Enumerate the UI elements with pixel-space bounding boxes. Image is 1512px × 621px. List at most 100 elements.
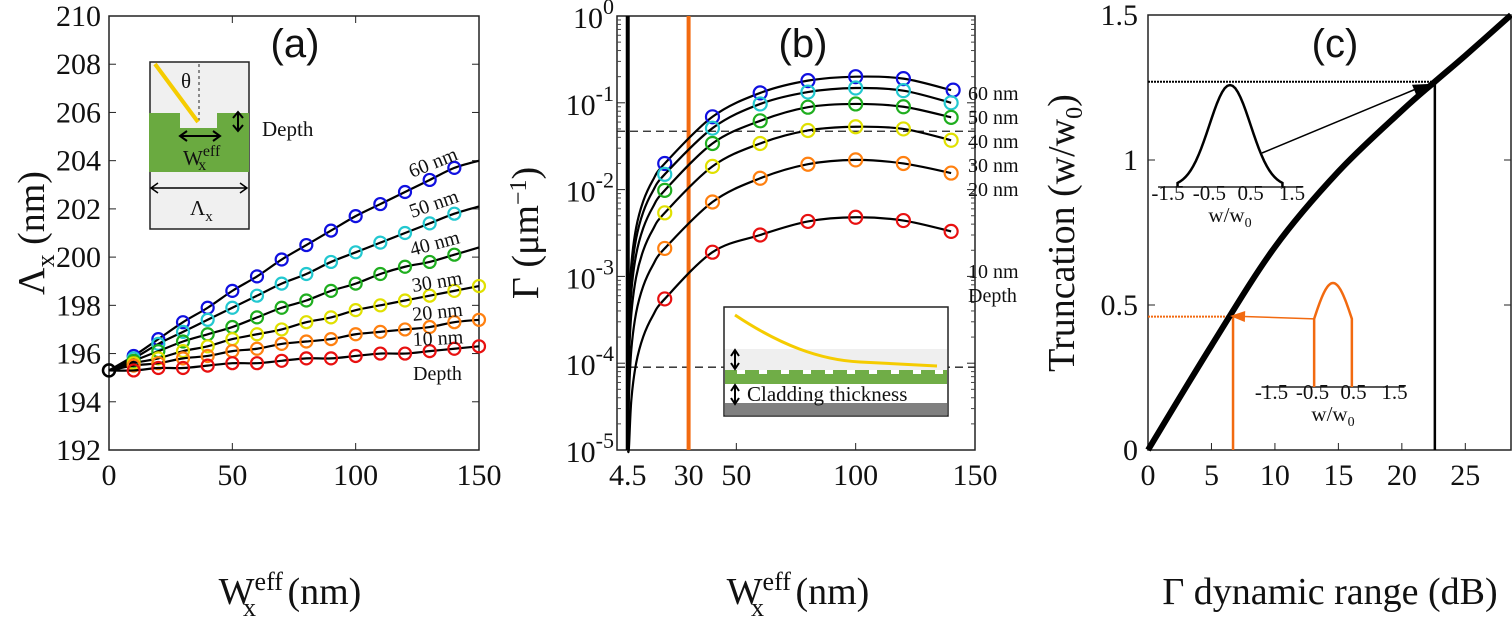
data-point	[422, 216, 437, 231]
inset-axis-label: w/w0	[1208, 203, 1251, 231]
data-point	[175, 334, 191, 349]
data-point	[373, 324, 388, 339]
pointer-arrow-line	[1243, 315, 1315, 320]
cladding-arrow-icon	[730, 383, 740, 406]
depth-caption: Depth	[413, 363, 462, 385]
data-point	[348, 209, 363, 224]
data-point	[175, 360, 191, 376]
cladding-thickness-label: Cladding thickness	[747, 382, 907, 406]
text-part: Γ (μm	[505, 205, 547, 299]
data-point	[657, 240, 673, 257]
data-point	[397, 322, 413, 337]
data-point	[848, 152, 864, 168]
y-tick-label: 200	[56, 241, 101, 274]
data-point	[752, 85, 768, 101]
y-tick-label: 194	[56, 386, 101, 419]
data-point	[704, 244, 721, 260]
data-point	[323, 331, 339, 347]
data-point	[274, 322, 289, 337]
text-part: )	[1041, 94, 1083, 107]
text-part: (nm)	[786, 571, 869, 613]
data-point	[943, 95, 959, 111]
text-part: 0	[1245, 216, 1252, 231]
data-point	[848, 96, 864, 112]
text-part: 10	[566, 176, 596, 209]
data-point	[943, 165, 959, 181]
text-part: Λ	[11, 267, 53, 295]
data-point	[422, 319, 437, 335]
data-point	[200, 358, 215, 373]
grating-tooth	[149, 113, 249, 172]
depth-caption: Depth	[968, 285, 1017, 307]
text-part: x	[31, 254, 60, 267]
panel-label: (b)	[779, 22, 828, 66]
data-point	[943, 132, 959, 148]
text-part: )	[505, 167, 547, 180]
y-tick-label: 202	[56, 193, 101, 226]
data-point	[422, 344, 437, 359]
inset-tick-label: 0.5	[1340, 380, 1366, 404]
data-point	[752, 170, 768, 186]
inset-tick-label: 0.5	[1238, 181, 1264, 205]
text-part: 10	[566, 262, 596, 295]
text-part: Truncation (w/w	[1041, 118, 1083, 372]
data-point	[397, 293, 413, 308]
text-part: 10	[573, 2, 603, 35]
text-part: eff	[255, 567, 284, 596]
x-axis-label: Weff x (nm)	[219, 567, 362, 621]
width-arrow-icon	[178, 130, 222, 142]
series-label: 40 nm	[968, 131, 1019, 153]
arrowhead-icon	[1412, 84, 1428, 95]
data-point	[800, 122, 816, 139]
text-part: x	[751, 593, 764, 621]
data-point	[447, 283, 462, 298]
grating-layer	[725, 370, 947, 384]
panel-label: (a)	[271, 22, 320, 66]
data-point	[299, 315, 314, 330]
data-point	[225, 356, 240, 371]
pointer-arrow-line	[1261, 88, 1416, 154]
data-point	[200, 312, 215, 327]
origin-point	[101, 363, 117, 378]
text-part: W	[183, 146, 203, 170]
x-tick-label: 0	[1141, 459, 1156, 492]
data-point	[422, 172, 437, 188]
data-point	[943, 223, 959, 239]
x-tick-label: 50	[721, 459, 751, 492]
fit-curve	[626, 102, 952, 410]
data-point	[447, 315, 462, 330]
fit-curve	[626, 125, 952, 432]
data-point	[274, 252, 289, 267]
data-point	[348, 245, 363, 260]
data-point	[299, 293, 314, 308]
y-tick-label: 100	[573, 0, 614, 35]
x-tick-label: 100	[333, 459, 378, 492]
beam-profile-curve	[1176, 83, 1284, 187]
text-part: x	[198, 157, 206, 174]
text-part: Λ	[190, 196, 206, 220]
data-point	[151, 360, 166, 376]
thickness-arrow-icon	[730, 348, 740, 371]
text-part: eff	[763, 567, 792, 596]
period-label: Λx	[190, 196, 213, 225]
data-point	[274, 353, 289, 368]
fit-curve	[626, 86, 952, 393]
y-tick-label: 198	[56, 289, 101, 322]
beam-profile-curve	[1312, 281, 1354, 387]
inset-tick-label: -1.5	[1255, 380, 1288, 404]
data-point	[323, 310, 339, 325]
inset-beam-profile: -1.5 -0.5 0.5 1.5 w/w0	[1151, 83, 1428, 231]
data-point	[447, 206, 462, 221]
depth-label: Depth	[262, 117, 314, 141]
data-point	[225, 300, 240, 315]
text-part: 0	[1348, 415, 1355, 430]
y-tick-label: 10-4	[566, 341, 614, 382]
y-tick-label: 0.5	[1101, 289, 1139, 322]
data-point	[200, 339, 215, 354]
field-decay-curve	[734, 313, 938, 368]
data-point	[175, 315, 191, 330]
text-part: x	[205, 209, 213, 225]
series-label: 20 nm	[968, 179, 1019, 201]
